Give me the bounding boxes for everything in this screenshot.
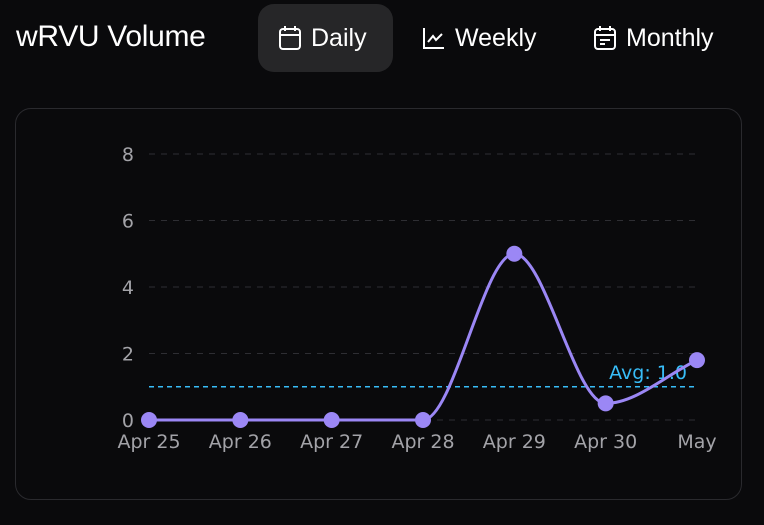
tab-monthly[interactable]: Monthly xyxy=(573,4,734,72)
data-point xyxy=(323,412,340,428)
tab-daily[interactable]: Daily xyxy=(258,4,393,72)
x-tick-label: May xyxy=(677,431,716,453)
y-tick-label: 6 xyxy=(122,211,134,233)
y-tick-label: 8 xyxy=(122,144,134,166)
data-point xyxy=(597,395,614,412)
calendar-list-icon xyxy=(594,26,616,50)
x-tick-label: Apr 26 xyxy=(209,431,272,453)
x-tick-label: Apr 29 xyxy=(483,431,546,453)
calendar-icon xyxy=(279,26,301,50)
y-tick-label: 0 xyxy=(122,410,134,432)
data-point xyxy=(415,412,431,428)
series-line xyxy=(148,252,698,422)
line-chart-icon xyxy=(423,28,444,49)
y-tick-label: 4 xyxy=(122,277,134,299)
data-point xyxy=(506,245,523,262)
data-point xyxy=(141,412,157,428)
x-tick-label: Apr 27 xyxy=(300,431,363,453)
x-tick-label: Apr 25 xyxy=(117,431,180,453)
y-tick-label: 2 xyxy=(122,344,134,366)
tab-label: Weekly xyxy=(455,23,537,52)
tab-label: Daily xyxy=(311,23,367,52)
page-title: wRVU Volume xyxy=(16,20,206,53)
tab-weekly[interactable]: Weekly xyxy=(402,4,557,72)
tab-label: Monthly xyxy=(626,23,714,52)
x-tick-label: Apr 30 xyxy=(574,431,637,453)
data-point xyxy=(689,352,705,369)
chart-card xyxy=(15,108,742,500)
x-tick-label: Apr 28 xyxy=(391,431,454,453)
data-point xyxy=(232,412,249,428)
